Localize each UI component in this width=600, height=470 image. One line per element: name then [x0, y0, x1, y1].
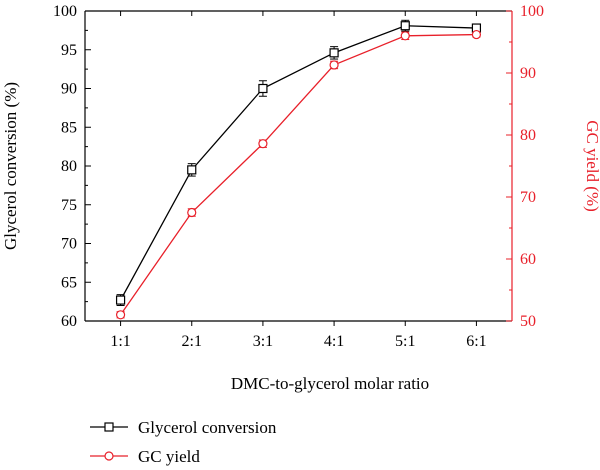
- right-y-tick-label: 70: [520, 189, 536, 206]
- series-layer: [115, 19, 482, 320]
- legend-label-glycerol-conversion: Glycerol conversion: [138, 418, 277, 437]
- data-point-glycerol-conversion: [400, 21, 410, 31]
- right-y-tick-label: 50: [520, 313, 536, 330]
- x-axis-label: DMC-to-glycerol molar ratio: [231, 374, 429, 393]
- legend-item-gc-yield: GC yield: [90, 447, 200, 466]
- x-tick-label: 2:1: [182, 333, 202, 350]
- left-y-tick-label: 90: [61, 81, 77, 98]
- left-y-tick-label: 60: [61, 313, 77, 330]
- legend-label-gc-yield: GC yield: [138, 447, 200, 466]
- data-point-glycerol-conversion: [258, 83, 268, 94]
- series-line-glycerol-conversion: [120, 25, 477, 301]
- data-point-gc-yield: [115, 310, 126, 320]
- right-y-tick-label: 100: [520, 3, 544, 20]
- data-point-gc-yield: [471, 29, 482, 40]
- x-tick-label: 6:1: [466, 333, 486, 350]
- right-y-tick-label: 90: [520, 65, 536, 82]
- data-point-glycerol-conversion: [115, 295, 126, 305]
- left-y-tick-label: 85: [61, 119, 77, 136]
- legend-marker-circle: [104, 451, 114, 461]
- data-point-gc-yield: [258, 139, 268, 149]
- right-y-tick-label: 80: [520, 127, 536, 144]
- axes: 1:1 2:1 3:1 4:1 5:1 6:1 60 65 70 75 80 85 90 95 100 50 6…: [53, 3, 544, 350]
- x-tick-label: 4:1: [324, 333, 344, 350]
- data-point-gc-yield: [329, 60, 339, 70]
- left-y-tick-label: 75: [61, 197, 77, 214]
- left-y-tick-label: 100: [53, 3, 77, 20]
- left-y-tick-label: 80: [61, 158, 77, 175]
- data-point-gc-yield: [400, 31, 410, 41]
- right-y-axis-label: GC yield (%): [583, 120, 600, 212]
- series-line-gc-yield: [120, 33, 477, 316]
- left-y-tick-label: 95: [61, 42, 77, 59]
- data-point-glycerol-conversion: [329, 48, 339, 58]
- right-y-tick-label: 60: [520, 251, 536, 268]
- data-point-glycerol-conversion: [187, 165, 197, 175]
- data-point-gc-yield: [187, 207, 197, 218]
- legend-marker-square: [104, 422, 114, 432]
- labels-layer: DMC-to-glycerol molar ratio Glycerol con…: [1, 82, 600, 393]
- legend-item-glycerol-conversion: Glycerol conversion: [90, 418, 277, 437]
- left-y-axis-label: Glycerol conversion (%): [1, 82, 20, 250]
- left-y-tick-label: 70: [61, 236, 77, 253]
- x-tick-label: 5:1: [395, 333, 415, 350]
- x-tick-label: 3:1: [253, 333, 273, 350]
- legend: Glycerol conversion GC yield: [90, 418, 277, 466]
- x-tick-label: 1:1: [110, 333, 130, 350]
- left-y-tick-label: 65: [61, 274, 77, 291]
